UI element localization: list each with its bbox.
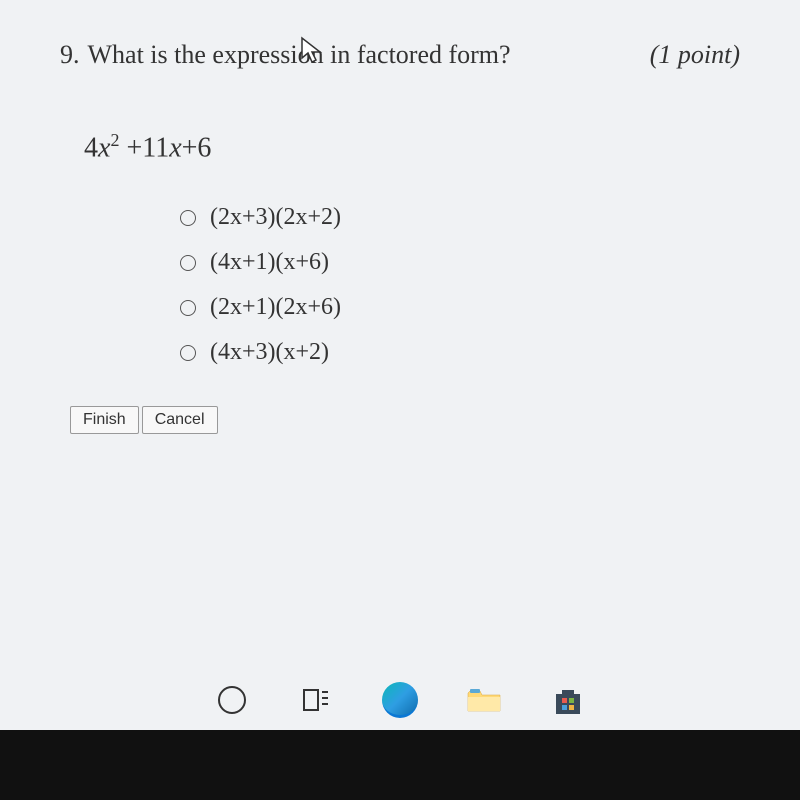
option-row[interactable]: (2x+3)(2x+2) (180, 204, 740, 231)
question-header: 9. What is the expression in factored fo… (60, 40, 740, 70)
option-label: (4x+1)(x+6) (210, 249, 329, 276)
option-row[interactable]: (4x+3)(x+2) (180, 339, 740, 366)
radio-button[interactable] (180, 210, 196, 226)
option-row[interactable]: (4x+1)(x+6) (180, 249, 740, 276)
radio-button[interactable] (180, 345, 196, 361)
taskview-icon[interactable] (298, 682, 334, 718)
screen-bezel (0, 730, 800, 800)
question-points: (1 point) (650, 40, 740, 70)
cortana-icon[interactable] (214, 682, 250, 718)
windows-taskbar (0, 670, 800, 730)
option-label: (2x+1)(2x+6) (210, 294, 341, 321)
edge-browser-icon[interactable] (382, 682, 418, 718)
radio-button[interactable] (180, 300, 196, 316)
file-explorer-icon[interactable] (466, 682, 502, 718)
microsoft-store-icon[interactable] (550, 682, 586, 718)
finish-button[interactable]: Finish (70, 406, 139, 434)
option-row[interactable]: (2x+1)(2x+6) (180, 294, 740, 321)
cancel-button[interactable]: Cancel (142, 406, 218, 434)
option-label: (4x+3)(x+2) (210, 339, 329, 366)
question-number: 9. (60, 40, 80, 70)
answer-options: (2x+3)(2x+2) (4x+1)(x+6) (2x+1)(2x+6) (4… (180, 204, 740, 366)
question-text: What is the expression in factored form? (88, 40, 634, 70)
radio-button[interactable] (180, 255, 196, 271)
question-content: 9. What is the expression in factored fo… (0, 0, 800, 454)
action-buttons: Finish Cancel (70, 406, 740, 434)
option-label: (2x+3)(2x+2) (210, 204, 341, 231)
math-expression: 4x2 +11x+6 (84, 130, 740, 164)
